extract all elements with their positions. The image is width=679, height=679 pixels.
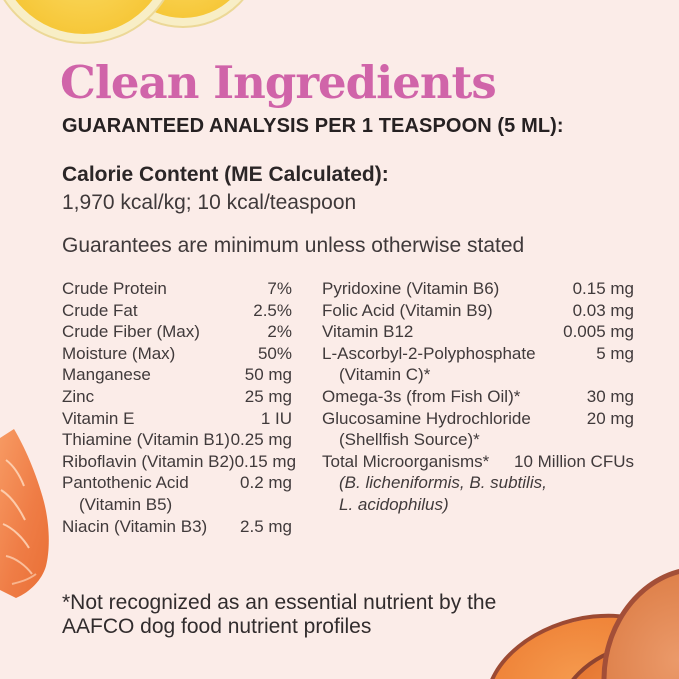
lemon-pulp (0, 0, 170, 34)
calorie-content-value: 1,970 kcal/kg; 10 kcal/teaspoon (62, 191, 357, 214)
table-row: (Vitamin C)* (322, 364, 634, 386)
nutrient-label: Niacin (Vitamin B3) (62, 516, 208, 536)
table-row: Total Microorganisms* 10 Million CFUs (322, 451, 634, 473)
nutrient-value: 2.5 mg (240, 516, 292, 536)
nutrient-label: L. acidophilus) (339, 494, 449, 514)
nutrient-label: L-Ascorbyl-2-Polyphosphate (322, 343, 536, 363)
table-row: (Shellfish Source)* (322, 429, 634, 451)
nutrient-label: Moisture (Max) (62, 343, 176, 363)
table-row: L. acidophilus) (322, 494, 634, 516)
nutrient-value: 5 mg (596, 343, 634, 363)
nutrient-label: Pantothenic Acid (62, 473, 189, 493)
table-row: Pyridoxine (Vitamin B6) 0.15 mg (322, 278, 634, 300)
table-row: Thiamine (Vitamin B1) 0.25 mg (62, 429, 292, 451)
nutrient-label: Omega-3s (from Fish Oil)* (322, 386, 521, 406)
salmon-image (0, 429, 49, 598)
nutrient-label: Vitamin B12 (322, 322, 414, 342)
table-row: Crude Fiber (Max) 2% (62, 321, 292, 343)
nutrient-value: 0.15 mg (234, 451, 297, 471)
nutrient-label: (Vitamin C)* (339, 365, 431, 385)
nutrient-value: 2.5% (253, 300, 292, 320)
nutrient-value: 0.15 mg (572, 279, 634, 298)
nutrient-label: Thiamine (Vitamin B1) (62, 430, 230, 450)
analysis-table-right-column: Pyridoxine (Vitamin B6) 0.15 mg Folic Acid… (322, 278, 634, 516)
nutrient-label: Pyridoxine (Vitamin B6) (322, 279, 500, 298)
table-row: Pantothenic Acid 0.2 mg (62, 472, 292, 494)
table-row: Glucosamine Hydrochloride 20 mg (322, 408, 634, 430)
nutrient-label: Crude Fat (62, 300, 138, 320)
table-row: L-Ascorbyl-2-Polyphosphate 5 mg (322, 343, 634, 365)
footnote-line: AAFCO dog food nutrient profiles (62, 615, 372, 638)
table-row: Crude Protein 7% (62, 278, 292, 300)
nutrient-label: Manganese (62, 365, 151, 385)
table-row: Niacin (Vitamin B3) 2.5 mg (62, 516, 292, 538)
nutrient-value: 0.25 mg (230, 430, 292, 450)
footnote-line: *Not recognized as an essential nutrient… (62, 591, 497, 614)
table-row: Moisture (Max) 50% (62, 343, 292, 365)
table-row: Folic Acid (Vitamin B9) 0.03 mg (322, 300, 634, 322)
table-row: (B. licheniformis, B. subtilis, (322, 472, 634, 494)
page-title: Clean Ingredients (60, 56, 497, 109)
table-row: Omega-3s (from Fish Oil)* 30 mg (322, 386, 634, 408)
nutrient-value: 2% (267, 322, 292, 342)
table-row: (Vitamin B5) (62, 494, 292, 516)
nutrient-value: 20 mg (586, 408, 634, 428)
nutrient-label: (Shellfish Source)* (339, 430, 480, 450)
nutrient-label: Glucosamine Hydrochloride (322, 408, 531, 428)
nutrient-label: (Vitamin B5) (79, 494, 173, 514)
nutrient-value: 50% (257, 343, 292, 363)
nutrient-value: 10 Million CFUs (514, 451, 634, 471)
analysis-table-left-column: Crude Protein 7% Crude Fat 2.5% Crude Fiber … (62, 278, 296, 538)
table-row: Manganese 50 mg (62, 364, 292, 386)
aafco-footnote: *Not recognized as an essential nutrient… (62, 591, 496, 639)
nutrient-label: Vitamin E (62, 408, 135, 428)
nutrient-label: (B. licheniformis, B. subtilis, (339, 473, 547, 493)
nutrient-label: Total Microorganisms* (322, 451, 490, 471)
table-row: Vitamin B12 0.005 mg (322, 321, 634, 343)
nutrient-value: 7% (267, 279, 292, 298)
nutrient-value: 25 mg (244, 386, 292, 406)
table-row: Crude Fat 2.5% (62, 300, 292, 322)
table-row: Riboflavin (Vitamin B2) 0.15 mg (62, 451, 296, 473)
table-row: Zinc 25 mg (62, 386, 292, 408)
nutrient-value: 0.03 mg (572, 300, 634, 320)
nutrient-value: 1 IU (260, 408, 292, 428)
nutrient-value: 0.2 mg (240, 473, 292, 493)
nutrient-value: 0.005 mg (563, 322, 634, 342)
calorie-content-label: Calorie Content (ME Calculated): (62, 163, 389, 186)
nutrient-value: 50 mg (244, 365, 292, 385)
nutrient-label: Zinc (62, 386, 95, 406)
nutrient-value: 30 mg (586, 386, 634, 406)
nutrient-label: Crude Protein (62, 279, 167, 298)
nutrient-label: Folic Acid (Vitamin B9) (322, 300, 493, 320)
guaranteed-analysis-heading: GUARANTEED ANALYSIS PER 1 TEASPOON (5 ML… (62, 115, 564, 137)
guarantee-note: Guarantees are minimum unless otherwise … (62, 234, 525, 257)
nutrient-label: Crude Fiber (Max) (62, 322, 200, 342)
table-row: Vitamin E 1 IU (62, 408, 292, 430)
nutrient-label: Riboflavin (Vitamin B2) (62, 451, 235, 471)
